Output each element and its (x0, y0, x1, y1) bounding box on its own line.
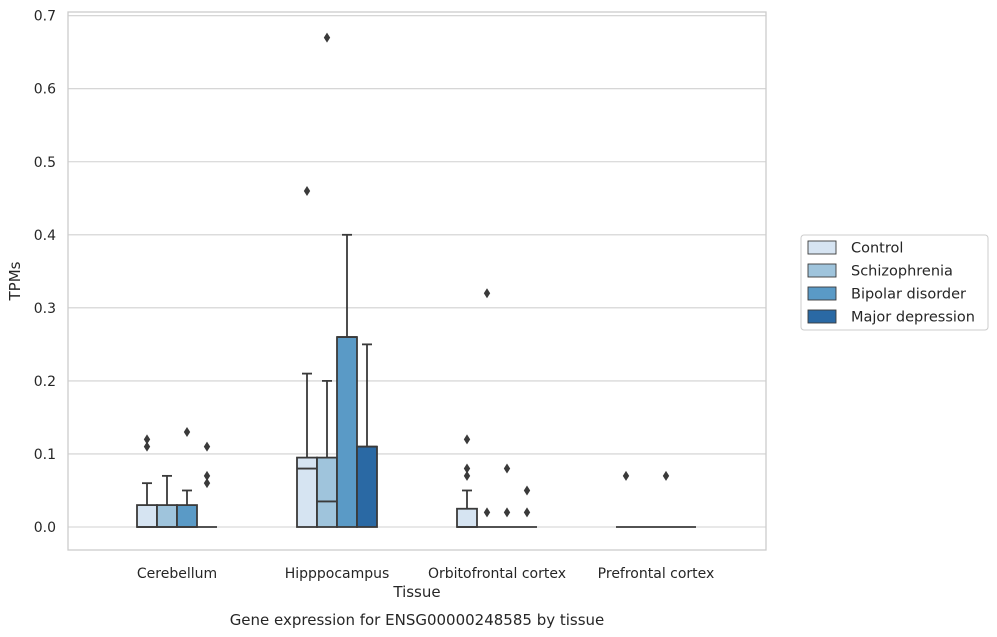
box-major-depression (197, 441, 217, 528)
box-schizophrenia (477, 288, 497, 528)
outlier-point (323, 32, 331, 43)
x-tick-label: Hipppocampus (285, 566, 390, 582)
outlier-point (503, 463, 511, 474)
legend-swatch (807, 240, 837, 255)
x-axis-label: Tissue (392, 583, 440, 601)
legend-swatch (807, 309, 837, 324)
grid-lines (68, 15, 766, 528)
x-tick-label: Prefrontal cortex (598, 566, 715, 582)
x-tick-label: Orbitofrontal cortex (428, 566, 566, 582)
box-bipolar-disorder (497, 463, 517, 528)
box-control (136, 434, 158, 528)
box-body (176, 504, 198, 528)
outlier-point (463, 470, 471, 481)
outlier-point (143, 441, 151, 452)
y-tick-label: 0.4 (34, 228, 56, 244)
x-tick-label: Cerebellum (137, 566, 217, 582)
outlier-point (463, 463, 471, 474)
box-groups (136, 32, 696, 528)
legend-label: Control (851, 241, 903, 257)
plot-frame (67, 11, 767, 551)
outlier-point (303, 185, 311, 196)
outlier-point (143, 434, 151, 445)
outlier-point (523, 485, 531, 496)
outlier-point (503, 507, 511, 518)
outlier-point (483, 507, 491, 518)
y-tick-label: 0.1 (34, 447, 56, 463)
outlier-point (203, 470, 211, 481)
box-schizophrenia (316, 32, 338, 528)
box-bipolar-disorder (176, 427, 198, 528)
box-control (456, 434, 478, 528)
y-tick-label: 0.6 (34, 82, 56, 98)
outlier-point (463, 434, 471, 445)
outlier-point (662, 470, 670, 481)
y-tick-label: 0.5 (34, 155, 56, 171)
box-major-depression (517, 485, 537, 528)
box-control (296, 185, 318, 528)
box-body (156, 504, 178, 528)
y-tick-label: 0.0 (34, 520, 56, 536)
box-body (456, 507, 478, 528)
y-tick-labels: 0.0 0.1 0.2 0.3 0.4 0.5 0.6 0.7 (34, 9, 56, 536)
outlier-point (622, 470, 630, 481)
legend-label: Bipolar disorder (851, 287, 966, 303)
chart-title: Gene expression for ENSG00000248585 by t… (230, 611, 605, 629)
legend-frame (800, 234, 989, 331)
legend-swatch (807, 286, 837, 301)
legend-label: Schizophrenia (851, 264, 953, 280)
legend-swatch (807, 263, 837, 278)
box-control (616, 470, 636, 528)
outlier-point (203, 478, 211, 489)
box-bipolar-disorder (656, 470, 676, 528)
outlier-point (203, 441, 211, 452)
box-bipolar-disorder (336, 233, 358, 528)
box-body (336, 336, 358, 528)
y-tick-label: 0.7 (34, 9, 56, 25)
legend-label: Major depression (851, 310, 975, 326)
box-schizophrenia (156, 474, 178, 528)
outlier-point (523, 507, 531, 518)
legend: Control Schizophrenia Bipolar disorder Majo… (800, 234, 989, 331)
box-body (316, 456, 338, 528)
box-major-depression (356, 343, 378, 528)
outlier-point (183, 427, 191, 438)
outlier-point (483, 288, 491, 299)
y-axis-label: TPMs (6, 261, 24, 301)
y-tick-label: 0.2 (34, 374, 56, 390)
box-body (136, 504, 158, 528)
y-tick-label: 0.3 (34, 301, 56, 317)
x-tick-labels: Cerebellum Hipppocampus Orbitofrontal cort… (137, 566, 714, 582)
box-body (356, 445, 378, 528)
